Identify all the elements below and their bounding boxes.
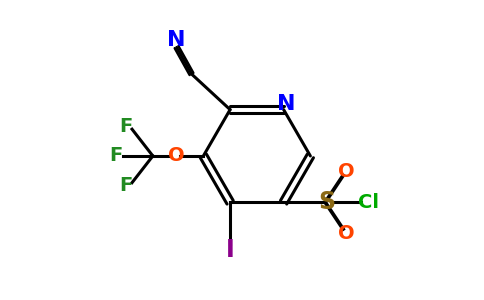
Text: O: O [338,162,354,181]
Text: O: O [167,146,184,165]
Text: F: F [120,176,133,195]
Text: N: N [277,94,296,114]
Text: N: N [167,30,186,50]
Text: S: S [318,190,335,214]
Text: O: O [338,224,354,243]
Text: F: F [120,117,133,136]
Text: I: I [226,238,234,262]
Text: F: F [109,146,122,165]
Text: Cl: Cl [358,193,379,212]
